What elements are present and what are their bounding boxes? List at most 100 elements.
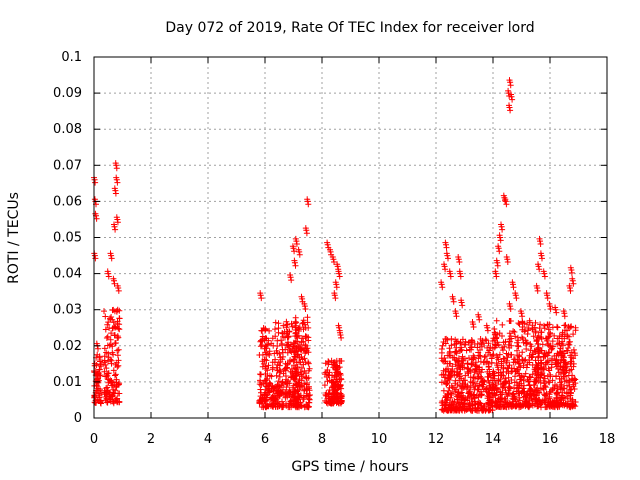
data-point: [113, 383, 120, 390]
data-point: [263, 345, 270, 352]
data-point: [300, 361, 307, 368]
data-point: [272, 326, 278, 333]
data-point: [543, 350, 550, 356]
data-point: [556, 375, 563, 382]
data-point: [557, 379, 564, 386]
data-point: [480, 359, 487, 366]
data-point: [441, 261, 447, 268]
data-point: [503, 378, 510, 385]
data-point: [567, 264, 574, 271]
data-point: [304, 196, 311, 203]
data-point: [284, 390, 291, 397]
data-point: [544, 322, 551, 328]
chart-title: Day 072 of 2019, Rate Of TEC Index for r…: [165, 20, 534, 36]
data-point: [484, 327, 491, 334]
data-point: [452, 349, 459, 356]
data-point: [103, 349, 110, 356]
data-point: [505, 365, 512, 371]
data-point: [535, 350, 542, 357]
data-point: [566, 403, 573, 410]
data-point: [258, 337, 264, 344]
data-point: [109, 392, 116, 399]
data-point: [493, 273, 500, 280]
data-point: [293, 403, 299, 410]
data-point: [525, 397, 532, 404]
data-point: [292, 333, 299, 340]
data-point: [291, 362, 297, 369]
data-point: [262, 377, 268, 384]
data-point: [257, 290, 264, 297]
data-point: [295, 343, 302, 350]
data-point: [262, 392, 269, 399]
data-point: [285, 334, 292, 341]
y-tick-label: 0.09: [53, 86, 82, 101]
x-tick-label: 0: [90, 432, 98, 447]
data-point: [337, 390, 344, 397]
data-point: [486, 407, 493, 414]
data-point: [475, 386, 482, 393]
data-point: [115, 346, 122, 353]
data-point: [499, 226, 506, 233]
data-point: [532, 376, 539, 383]
data-point: [496, 248, 503, 255]
data-point: [452, 380, 459, 387]
data-point: [456, 268, 463, 275]
data-point: [513, 295, 520, 302]
y-tick-label: 0.05: [53, 231, 82, 246]
data-point: [569, 376, 576, 383]
data-point: [259, 336, 266, 343]
data-point: [440, 387, 447, 394]
data-point: [302, 341, 309, 348]
data-point: [107, 316, 114, 323]
data-point: [337, 329, 343, 336]
data-point: [332, 372, 339, 379]
data-point: [264, 373, 271, 379]
data-point: [447, 394, 454, 401]
data-point: [104, 342, 111, 349]
data-point: [553, 394, 560, 401]
data-point: [495, 243, 502, 250]
data-point: [564, 382, 570, 389]
data-point: [520, 377, 527, 384]
tick-labels: 0 2 4 6 8 10 12 14 16 18 0 0.01 0.02 0.03 0.04 0.05 0.06…: [53, 50, 615, 447]
data-point: [466, 389, 473, 396]
data-point: [552, 361, 559, 368]
data-point: [324, 378, 331, 385]
data-point: [507, 82, 514, 89]
data-point: [287, 272, 294, 278]
x-tick-label: 6: [261, 432, 269, 447]
data-point: [524, 331, 531, 337]
data-point: [492, 398, 499, 405]
data-point: [528, 343, 535, 350]
data-point: [546, 300, 553, 307]
y-axis-label: ROTI / TECUs: [6, 192, 22, 284]
data-point: [560, 342, 566, 349]
data-point: [526, 382, 533, 389]
data-point: [274, 367, 281, 374]
data-point: [284, 321, 291, 328]
data-point: [321, 382, 328, 389]
data-point: [292, 388, 299, 395]
data-point: [559, 329, 566, 336]
data-point: [503, 254, 510, 260]
data-point: [474, 380, 480, 387]
data-point: [542, 383, 548, 389]
data-point: [476, 352, 483, 359]
data-point: [101, 345, 108, 352]
data-point: [325, 361, 332, 368]
data-point: [282, 394, 289, 401]
data-point: [456, 400, 463, 407]
data-point: [295, 390, 302, 397]
data-point: [263, 365, 269, 372]
y-tick-label: 0.08: [53, 122, 82, 137]
data-point: [286, 328, 293, 335]
data-point: [282, 360, 289, 367]
data-point: [111, 221, 117, 228]
data-point: [534, 364, 540, 371]
data-point: [475, 373, 482, 380]
data-point: [323, 399, 330, 406]
data-point: [545, 399, 552, 406]
data-point: [483, 322, 490, 329]
data-point: [567, 287, 574, 294]
data-point: [454, 396, 461, 403]
